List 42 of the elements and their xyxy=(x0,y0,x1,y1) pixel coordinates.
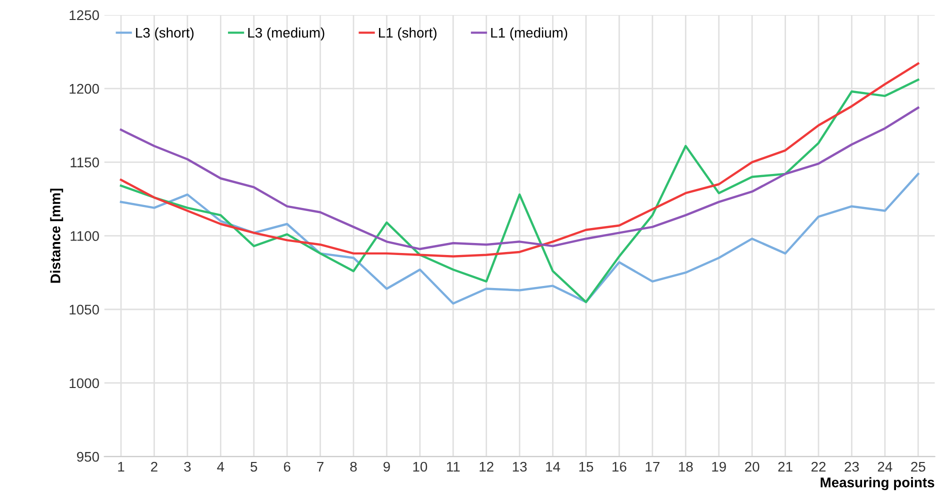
legend-label: L3 (short) xyxy=(136,27,194,40)
x-tick-label: 1 xyxy=(118,462,124,472)
x-tick-label: 10 xyxy=(413,462,428,472)
x-tick-label: 15 xyxy=(579,462,594,472)
x-tick-label: 21 xyxy=(778,462,792,472)
line-series xyxy=(120,62,920,258)
x-tick-label: 16 xyxy=(612,462,626,472)
x-tick-label: 13 xyxy=(512,462,527,472)
y-tick-label: 1250 xyxy=(70,10,99,20)
x-tick-label: 22 xyxy=(811,462,826,472)
x-tick-label: 25 xyxy=(911,462,926,472)
y-tick-label: 950 xyxy=(77,452,99,462)
x-tick-label: 17 xyxy=(646,462,660,472)
y-tick-label: 1200 xyxy=(70,84,99,94)
legend-label: L1 (short) xyxy=(379,27,436,40)
x-tick-label: 24 xyxy=(878,462,892,472)
line-series xyxy=(120,172,920,305)
x-tick-label: 6 xyxy=(284,462,290,472)
y-tick-label: 1050 xyxy=(70,304,99,315)
x-tick-label: 8 xyxy=(350,462,357,472)
x-tick-label: 2 xyxy=(151,462,158,472)
legend-label: L1 (medium) xyxy=(491,27,568,40)
x-tick-label: 20 xyxy=(745,462,760,472)
y-axis-title: Distance [mm] xyxy=(50,188,64,283)
x-tick-label: 9 xyxy=(384,462,390,472)
y-tick-label: 1100 xyxy=(70,231,99,241)
x-tick-label: 11 xyxy=(446,462,460,472)
x-tick-label: 23 xyxy=(844,462,859,472)
x-tick-label: 3 xyxy=(184,462,191,472)
x-tick-label: 18 xyxy=(678,462,693,472)
y-tick-label: 1000 xyxy=(70,378,99,388)
x-tick-label: 12 xyxy=(480,462,494,472)
y-tick-label: 1150 xyxy=(70,158,99,168)
line-series xyxy=(120,106,920,250)
x-tick-label: 4 xyxy=(217,462,224,472)
legend-label: L3 (medium) xyxy=(248,27,324,40)
x-tick-label: 7 xyxy=(317,462,324,472)
x-tick-label: 14 xyxy=(546,462,560,472)
x-tick-label: 19 xyxy=(712,462,726,472)
line-series xyxy=(120,78,920,304)
x-axis-title: Measuring points xyxy=(820,477,934,490)
x-tick-label: 5 xyxy=(250,462,258,472)
